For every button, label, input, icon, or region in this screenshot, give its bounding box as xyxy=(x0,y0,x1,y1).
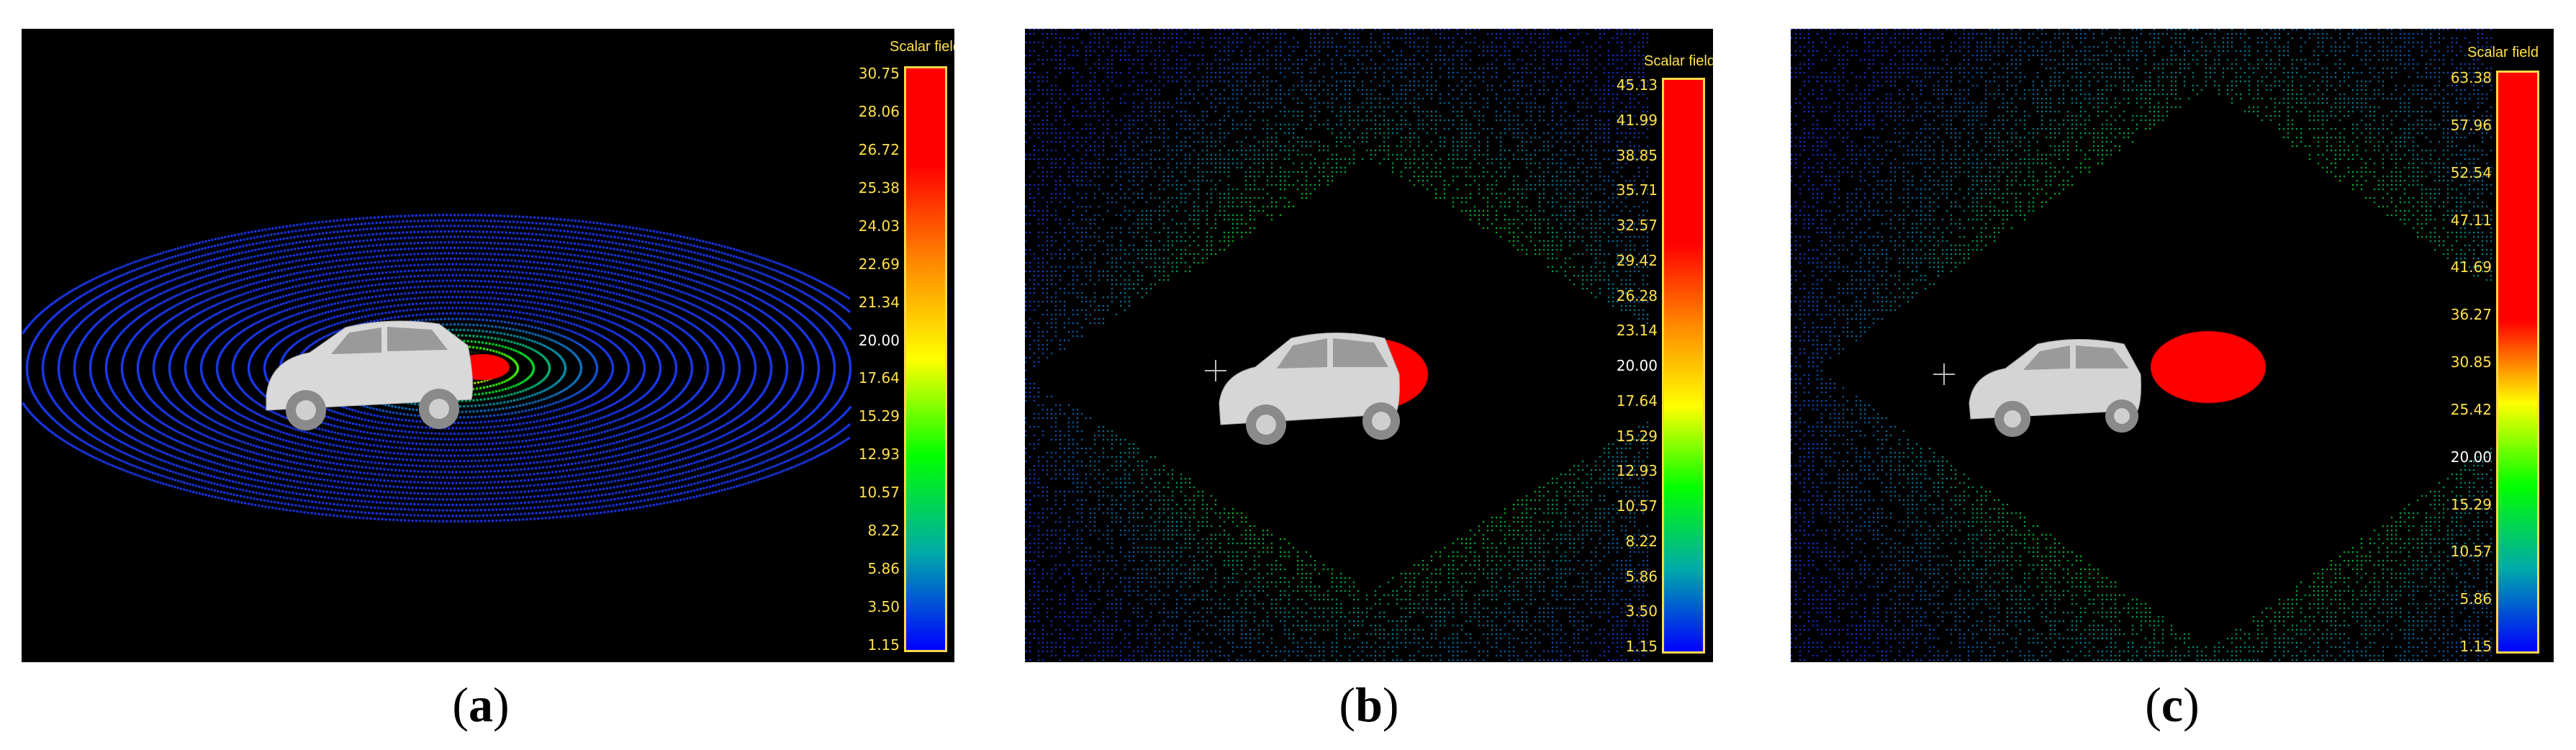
scale-tick: 38.85 xyxy=(1591,148,1658,163)
scale-tick: 15.29 xyxy=(2426,497,2492,512)
color-scale-b xyxy=(1662,78,1705,654)
scale-tick: 32.57 xyxy=(1591,218,1658,232)
scale-tick: 63.38 xyxy=(2426,71,2492,85)
scale-tick: 26.72 xyxy=(833,143,900,157)
panel-b: Scalar field 45.13 41.99 38.85 35.71 32.57 29… xyxy=(1025,29,1713,662)
scale-tick: 10.57 xyxy=(2426,544,2492,559)
crosshair-icon xyxy=(1933,363,1955,385)
point-cloud-a xyxy=(22,29,954,662)
scale-tick: 20.00 xyxy=(833,333,900,348)
scale-tick: 15.29 xyxy=(1591,429,1658,443)
car-model-b xyxy=(1212,317,1406,461)
scale-tick: 1.15 xyxy=(2426,639,2492,654)
scale-tick: 8.22 xyxy=(833,523,900,538)
scale-tick: 1.15 xyxy=(833,638,900,652)
scale-tick: 28.06 xyxy=(833,104,900,119)
scale-tick: 35.71 xyxy=(1591,183,1658,197)
scale-tick: 41.99 xyxy=(1591,113,1658,127)
scale-tick: 3.50 xyxy=(833,600,900,614)
scale-tick: 45.13 xyxy=(1591,78,1658,92)
scale-tick: 41.69 xyxy=(2426,260,2492,274)
caption-b: (b) xyxy=(1261,677,1477,733)
scale-tick: 3.50 xyxy=(1591,604,1658,618)
scale-tick: 15.29 xyxy=(833,409,900,423)
caption-c: (c) xyxy=(2064,677,2280,733)
scale-tick: 5.86 xyxy=(1591,569,1658,584)
scale-tick: 30.75 xyxy=(833,66,900,81)
scale-tick: 24.03 xyxy=(833,219,900,233)
color-scale-a xyxy=(904,66,947,652)
scale-tick: 47.11 xyxy=(2426,213,2492,227)
scale-tick: 25.38 xyxy=(833,181,900,195)
caption-a: (a) xyxy=(373,677,589,733)
scale-tick: 10.57 xyxy=(833,485,900,500)
scale-tick: 5.86 xyxy=(833,561,900,576)
scale-tick: 22.69 xyxy=(833,257,900,271)
scale-tick: 17.64 xyxy=(1591,394,1658,408)
scale-tick: 25.42 xyxy=(2426,402,2492,417)
scale-tick: 26.28 xyxy=(1591,289,1658,303)
scale-tick: 10.57 xyxy=(1591,499,1658,513)
legend-title-b: Scalar field xyxy=(1644,53,1713,70)
scale-tick: 20.00 xyxy=(1591,358,1658,373)
panel-c: Scalar field 63.38 57.96 52.54 47.11 41.69 36… xyxy=(1791,29,2554,662)
legend-title-a: Scalar field xyxy=(890,39,954,55)
car-model-c xyxy=(1962,324,2149,446)
scale-tick: 23.14 xyxy=(1591,323,1658,338)
scale-tick: 5.86 xyxy=(2426,592,2492,606)
scale-tick: 36.27 xyxy=(2426,307,2492,322)
scale-tick: 57.96 xyxy=(2426,118,2492,132)
scale-tick: 21.34 xyxy=(833,295,900,310)
scale-tick: 12.93 xyxy=(833,447,900,461)
scale-tick: 52.54 xyxy=(2426,166,2492,180)
legend-title-c: Scalar field xyxy=(2467,45,2539,61)
scale-tick: 1.15 xyxy=(1591,639,1658,654)
scale-tick: 20.00 xyxy=(2426,450,2492,464)
scale-tick: 30.85 xyxy=(2426,355,2492,369)
scale-tick: 29.42 xyxy=(1591,253,1658,268)
color-scale-c xyxy=(2496,71,2539,654)
car-model-a xyxy=(259,302,482,446)
scale-tick: 12.93 xyxy=(1591,464,1658,478)
panel-a: Scalar field 30.75 28.06 26.72 25.38 24.03 22… xyxy=(22,29,954,662)
scale-tick: 17.64 xyxy=(833,371,900,385)
scale-tick: 8.22 xyxy=(1591,534,1658,548)
